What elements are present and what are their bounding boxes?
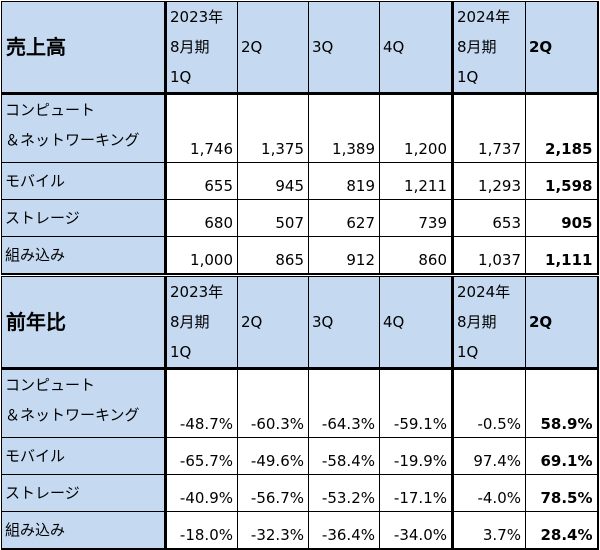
yoy-cell: -34.0% <box>379 511 453 550</box>
sales-header-2023-1q: 2023年 8月期 1Q <box>164 1 238 95</box>
sales-cell: 1,598 <box>525 162 599 200</box>
yoy-row-mobile: モバイル -65.7% -49.6% -58.4% -19.9% 97.4% 6… <box>1 437 599 475</box>
sales-cell: 1,737 <box>451 93 526 163</box>
yoy-header-2023-1q: 2023年 8月期 1Q <box>164 276 238 370</box>
sales-cell: 865 <box>237 236 309 275</box>
sales-cell: 655 <box>164 162 238 200</box>
sales-cell: 945 <box>237 162 309 200</box>
yoy-cell: -60.3% <box>237 368 309 438</box>
sales-header-2q: 2Q <box>237 1 309 95</box>
sales-row-label: コンピュート ＆ネットワーキング <box>1 93 166 163</box>
yoy-cell: -4.0% <box>451 474 526 512</box>
yoy-table: 前年比 2023年 8月期 1Q 2Q 3Q 4Q 2024年 8月期 1Q 2… <box>1 276 599 550</box>
yoy-header-3q: 3Q <box>308 276 380 370</box>
sales-cell: 1,037 <box>451 236 526 275</box>
yoy-row-label: コンピュート ＆ネットワーキング <box>1 368 166 438</box>
sales-cell: 912 <box>308 236 380 275</box>
sales-cell: 1,000 <box>164 236 238 275</box>
yoy-cell: 69.1% <box>525 437 599 475</box>
sales-row-embedded: 組み込み 1,000 865 912 860 1,037 1,111 <box>1 236 599 275</box>
yoy-header-2024-1q: 2024年 8月期 1Q <box>451 276 526 370</box>
sales-cell: 1,211 <box>379 162 453 200</box>
yoy-header-2q: 2Q <box>237 276 309 370</box>
yoy-cell: -53.2% <box>308 474 380 512</box>
yoy-row-label: 組み込み <box>1 511 166 550</box>
yoy-header-row: 前年比 2023年 8月期 1Q 2Q 3Q 4Q 2024年 8月期 1Q 2… <box>1 276 599 370</box>
yoy-cell: -58.4% <box>308 437 380 475</box>
yoy-cell: -64.3% <box>308 368 380 438</box>
sales-cell: 1,375 <box>237 93 309 163</box>
sales-table: 売上高 2023年 8月期 1Q 2Q 3Q 4Q 2024年 8月期 1Q 2… <box>1 1 599 275</box>
yoy-row-storage: ストレージ -40.9% -56.7% -53.2% -17.1% -4.0% … <box>1 474 599 512</box>
sales-header-row: 売上高 2023年 8月期 1Q 2Q 3Q 4Q 2024年 8月期 1Q 2… <box>1 1 599 95</box>
sales-cell: 627 <box>308 199 380 237</box>
sales-header-2024-2q: 2Q <box>525 1 599 95</box>
sales-row-storage: ストレージ 680 507 627 739 653 905 <box>1 199 599 237</box>
sales-cell: 680 <box>164 199 238 237</box>
sales-cell: 507 <box>237 199 309 237</box>
sales-row-label: 組み込み <box>1 236 166 275</box>
yoy-cell: 3.7% <box>451 511 526 550</box>
sales-table-title: 売上高 <box>1 1 166 95</box>
yoy-cell: -17.1% <box>379 474 453 512</box>
yoy-row-embedded: 組み込み -18.0% -32.3% -36.4% -34.0% 3.7% 28… <box>1 511 599 550</box>
yoy-cell: 58.9% <box>525 368 599 438</box>
yoy-cell: -36.4% <box>308 511 380 550</box>
sales-cell: 653 <box>451 199 526 237</box>
sales-cell: 1,200 <box>379 93 453 163</box>
yoy-header-4q: 4Q <box>379 276 453 370</box>
yoy-cell: -0.5% <box>451 368 526 438</box>
yoy-cell: -56.7% <box>237 474 309 512</box>
yoy-cell: -18.0% <box>164 511 238 550</box>
sales-cell: 905 <box>525 199 599 237</box>
sales-header-4q: 4Q <box>379 1 453 95</box>
yoy-row-compute: コンピュート ＆ネットワーキング -48.7% -60.3% -64.3% -5… <box>1 368 599 438</box>
sales-cell: 860 <box>379 236 453 275</box>
yoy-cell: 97.4% <box>451 437 526 475</box>
sales-cell: 1,746 <box>164 93 238 163</box>
sales-row-label: モバイル <box>1 162 166 200</box>
yoy-cell: 78.5% <box>525 474 599 512</box>
yoy-row-label: ストレージ <box>1 474 166 512</box>
yoy-table-title: 前年比 <box>1 276 166 370</box>
sales-cell: 1,389 <box>308 93 380 163</box>
yoy-cell: -65.7% <box>164 437 238 475</box>
sales-cell: 2,185 <box>525 93 599 163</box>
sales-row-mobile: モバイル 655 945 819 1,211 1,293 1,598 <box>1 162 599 200</box>
sales-cell: 739 <box>379 199 453 237</box>
sales-row-compute: コンピュート ＆ネットワーキング 1,746 1,375 1,389 1,200… <box>1 93 599 163</box>
sales-cell: 1,293 <box>451 162 526 200</box>
sales-header-3q: 3Q <box>308 1 380 95</box>
yoy-cell: 28.4% <box>525 511 599 550</box>
yoy-cell: -48.7% <box>164 368 238 438</box>
yoy-cell: -49.6% <box>237 437 309 475</box>
yoy-cell: -19.9% <box>379 437 453 475</box>
yoy-cell: -59.1% <box>379 368 453 438</box>
sales-header-2024-1q: 2024年 8月期 1Q <box>451 1 526 95</box>
sales-row-label: ストレージ <box>1 199 166 237</box>
yoy-cell: -32.3% <box>237 511 309 550</box>
yoy-header-2024-2q: 2Q <box>525 276 599 370</box>
yoy-row-label: モバイル <box>1 437 166 475</box>
sales-cell: 819 <box>308 162 380 200</box>
yoy-cell: -40.9% <box>164 474 238 512</box>
sales-cell: 1,111 <box>525 236 599 275</box>
